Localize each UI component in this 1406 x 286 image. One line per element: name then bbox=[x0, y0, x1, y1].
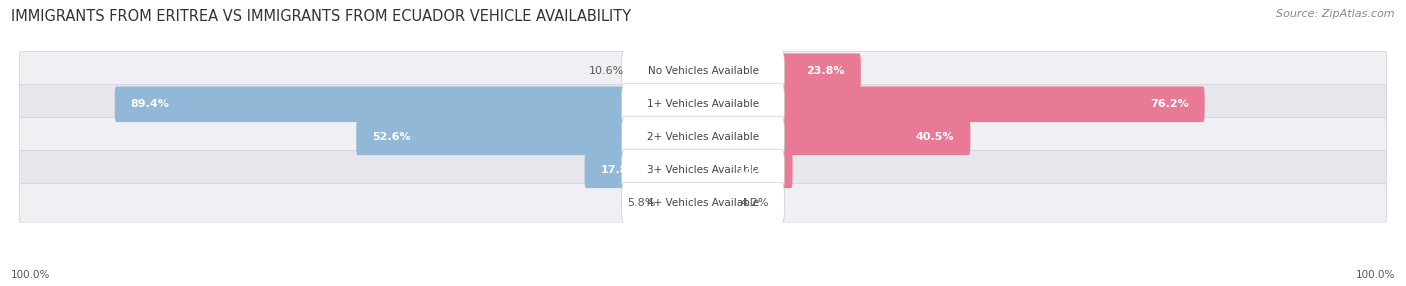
FancyBboxPatch shape bbox=[664, 185, 704, 221]
FancyBboxPatch shape bbox=[621, 50, 785, 92]
FancyBboxPatch shape bbox=[621, 83, 785, 125]
Text: 40.5%: 40.5% bbox=[915, 132, 955, 142]
Text: 10.6%: 10.6% bbox=[588, 66, 624, 76]
FancyBboxPatch shape bbox=[631, 53, 704, 89]
FancyBboxPatch shape bbox=[585, 152, 704, 188]
FancyBboxPatch shape bbox=[702, 120, 970, 155]
Text: 52.6%: 52.6% bbox=[373, 132, 411, 142]
Text: 23.8%: 23.8% bbox=[806, 66, 845, 76]
FancyBboxPatch shape bbox=[20, 51, 1386, 91]
FancyBboxPatch shape bbox=[20, 84, 1386, 124]
Text: 5.8%: 5.8% bbox=[627, 198, 655, 208]
Text: 1+ Vehicles Available: 1+ Vehicles Available bbox=[647, 99, 759, 109]
Text: IMMIGRANTS FROM ERITREA VS IMMIGRANTS FROM ECUADOR VEHICLE AVAILABILITY: IMMIGRANTS FROM ERITREA VS IMMIGRANTS FR… bbox=[11, 9, 631, 23]
FancyBboxPatch shape bbox=[702, 185, 733, 221]
FancyBboxPatch shape bbox=[621, 116, 785, 158]
FancyBboxPatch shape bbox=[20, 118, 1386, 157]
Text: 100.0%: 100.0% bbox=[1355, 270, 1395, 280]
Text: 13.4%: 13.4% bbox=[738, 165, 776, 175]
FancyBboxPatch shape bbox=[115, 86, 704, 122]
Text: 100.0%: 100.0% bbox=[11, 270, 51, 280]
Text: 3+ Vehicles Available: 3+ Vehicles Available bbox=[647, 165, 759, 175]
Text: 4+ Vehicles Available: 4+ Vehicles Available bbox=[647, 198, 759, 208]
FancyBboxPatch shape bbox=[621, 149, 785, 191]
FancyBboxPatch shape bbox=[702, 152, 793, 188]
FancyBboxPatch shape bbox=[20, 184, 1386, 223]
FancyBboxPatch shape bbox=[20, 150, 1386, 190]
FancyBboxPatch shape bbox=[621, 182, 785, 224]
Text: 89.4%: 89.4% bbox=[131, 99, 170, 109]
Text: 17.8%: 17.8% bbox=[600, 165, 640, 175]
Text: 4.2%: 4.2% bbox=[741, 198, 769, 208]
FancyBboxPatch shape bbox=[702, 86, 1205, 122]
Text: No Vehicles Available: No Vehicles Available bbox=[648, 66, 758, 76]
Text: Source: ZipAtlas.com: Source: ZipAtlas.com bbox=[1277, 9, 1395, 19]
Text: 76.2%: 76.2% bbox=[1150, 99, 1188, 109]
Text: 2+ Vehicles Available: 2+ Vehicles Available bbox=[647, 132, 759, 142]
FancyBboxPatch shape bbox=[702, 53, 860, 89]
FancyBboxPatch shape bbox=[356, 120, 704, 155]
